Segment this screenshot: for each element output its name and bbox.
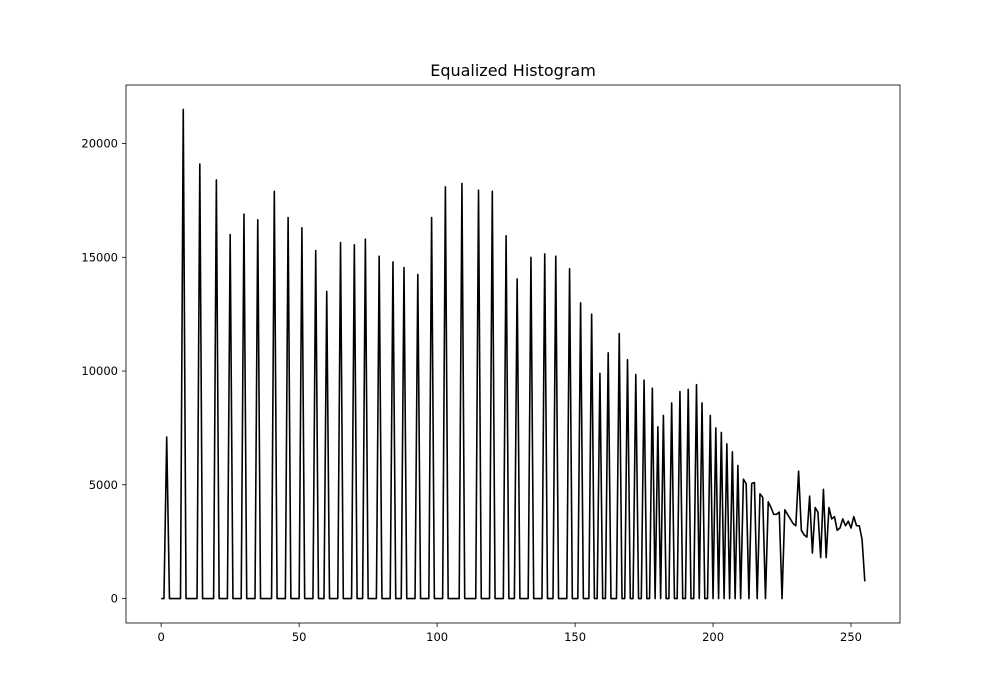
x-tick-label: 100 — [426, 630, 448, 644]
plot-frame — [125, 84, 901, 624]
x-tick-label: 200 — [702, 630, 724, 644]
y-tick-label: 10000 — [81, 364, 118, 378]
data-line — [161, 108, 866, 600]
y-tick-label: 0 — [111, 592, 118, 606]
y-tick-label: 20000 — [81, 137, 118, 151]
x-tick-label: 150 — [564, 630, 586, 644]
x-tick-label: 250 — [840, 630, 862, 644]
chart-title: Equalized Histogram — [430, 61, 596, 80]
y-tick-label: 5000 — [89, 478, 118, 492]
x-tick-label: 50 — [292, 630, 307, 644]
x-tick-label: 0 — [158, 630, 165, 644]
y-tick-label: 15000 — [81, 250, 118, 264]
